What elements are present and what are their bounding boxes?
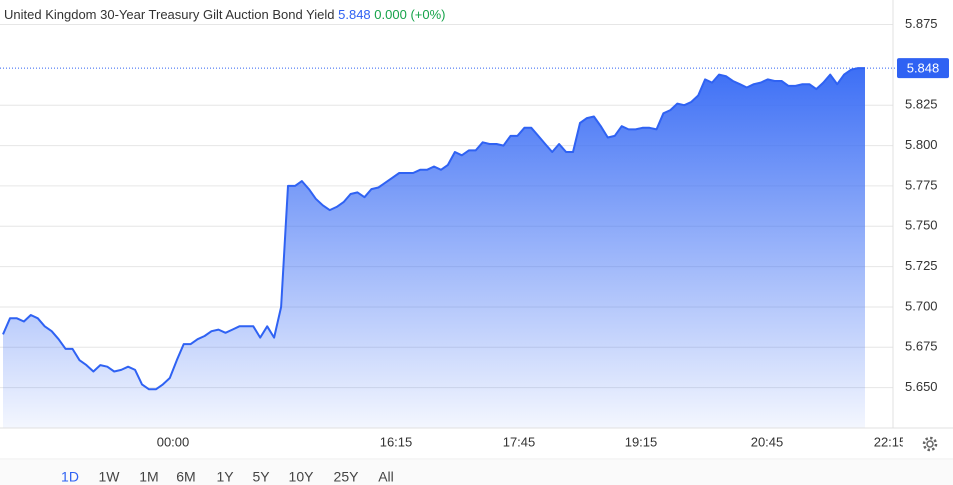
last-value-label: 5.848 [907,61,940,76]
y-tick-label: 5.725 [905,258,938,273]
x-tick-label: 00:00 [157,434,190,449]
range-button[interactable]: 25Y [334,469,360,485]
range-button[interactable]: 5Y [252,469,270,485]
x-tick-label: 20:45 [751,434,784,449]
settings-icon[interactable] [922,436,938,452]
x-tick-label: 17:45 [503,434,536,449]
y-tick-label: 5.875 [905,16,938,31]
chart-title: United Kingdom 30-Year Treasury Gilt Auc… [4,7,445,22]
title-text: United Kingdom 30-Year Treasury Gilt Auc… [4,7,335,22]
range-button[interactable]: 1D [61,469,79,485]
range-button[interactable]: 10Y [289,469,315,485]
range-button[interactable]: 6M [176,469,195,485]
range-button[interactable]: 1W [99,469,121,485]
line [2,67,865,391]
x-tick-label: 22:15 [874,434,907,449]
range-button[interactable]: 1M [139,469,158,485]
range-bar [0,460,953,485]
y-tick-label: 5.825 [905,97,938,112]
change: 0.000 (+0%) [374,7,445,22]
y-tick-label: 5.800 [905,137,938,152]
x-tick-label: 19:15 [625,434,658,449]
y-tick-label: 5.750 [905,218,938,233]
last-value-tag [897,58,949,79]
y-tick-label: 5.700 [905,298,938,313]
range-button[interactable]: All [378,469,394,485]
x-tick-label: 16:15 [380,434,413,449]
y-tick-label: 5.675 [905,339,938,354]
range-button[interactable]: 1Y [216,469,234,485]
y-tick-label: 5.775 [905,177,938,192]
area-fill [3,68,865,428]
y-tick-label: 5.650 [905,379,938,394]
last-value: 5.848 [338,7,371,22]
